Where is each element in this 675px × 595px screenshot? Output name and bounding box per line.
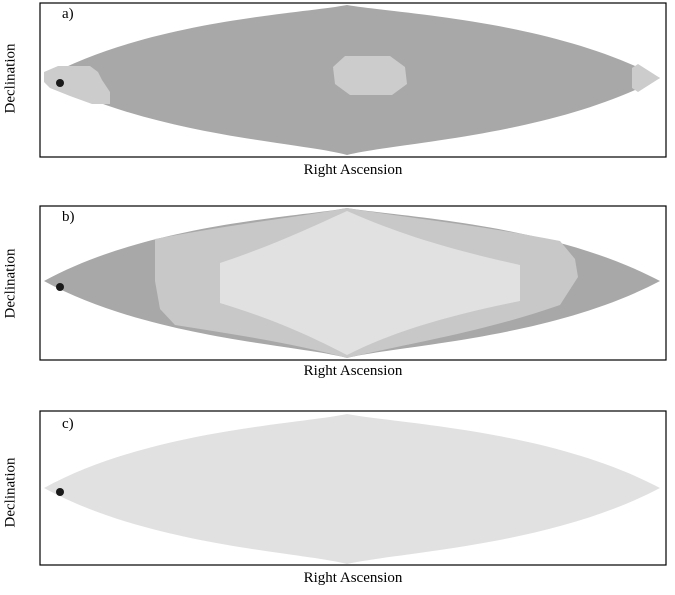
panel-a-label: a) [62,6,74,22]
panel-a-x-axis-label: Right Ascension [303,162,403,178]
panel-b: b) Declination Right Ascension [0,203,675,388]
panel-c-marker-dot [56,488,64,496]
panel-b-x-axis-label: Right Ascension [303,363,403,379]
panel-a-center-patch [333,56,407,95]
panel-c-plot [39,410,667,566]
panel-a-plot [39,2,667,158]
panel-a-left-patch [44,66,110,104]
panel-b-central-diamond [220,211,520,355]
panel-a-right-tip-region [632,64,660,92]
panel-c-label: c) [62,416,74,432]
panel-c-x-axis-label: Right Ascension [303,570,403,586]
panel-b-y-axis-label: Declination [2,248,19,319]
panel-b-marker-dot [56,283,64,291]
panel-c-y-axis-label: Declination [2,457,19,528]
panel-c-sky-region [44,414,660,564]
panel-b-plot [39,205,667,361]
panel-b-label: b) [62,209,75,225]
panel-a: a) Declination Right Ascension [0,0,675,190]
panel-a-y-axis-label: Declination [2,43,19,114]
panel-a-marker-dot [56,79,64,87]
panel-c: c) Declination Right Ascension [0,408,675,595]
